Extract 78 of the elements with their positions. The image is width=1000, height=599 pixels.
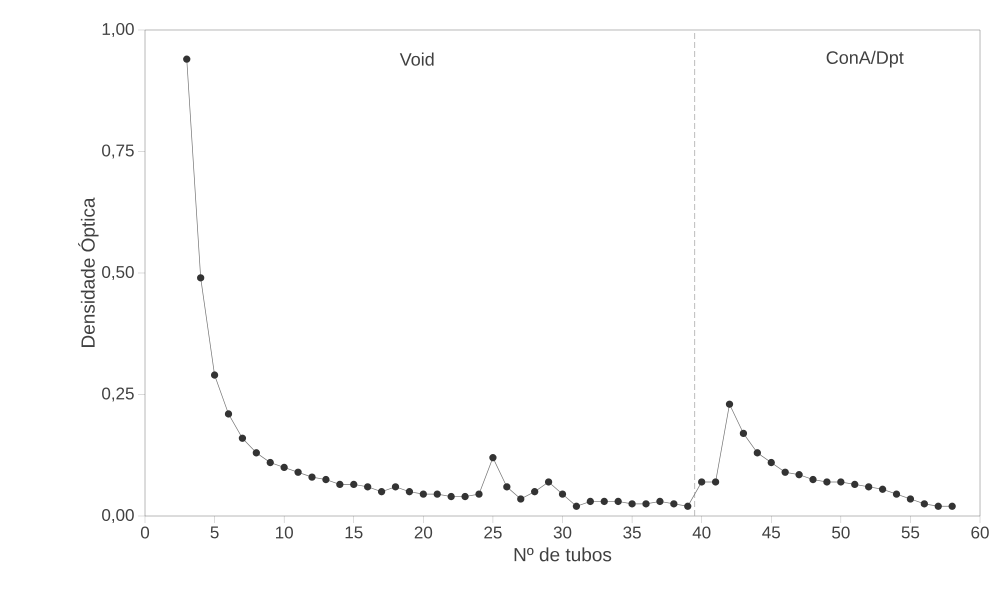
x-tick-label: 20 (414, 526, 432, 539)
point (252, 449, 260, 456)
point (224, 410, 232, 418)
x-tick-label: 0 (140, 526, 150, 539)
point (461, 492, 469, 500)
point (183, 56, 190, 63)
x-tick-label: 10 (276, 526, 293, 539)
point (210, 371, 218, 379)
x-tick-label: 25 (484, 526, 502, 539)
point (503, 483, 510, 490)
x-tick-label: 40 (692, 526, 710, 539)
x-tick-label: 55 (902, 526, 920, 538)
x-tick-label: 5 (210, 526, 219, 538)
point (336, 480, 344, 488)
point (280, 464, 288, 472)
point (656, 498, 664, 506)
point (238, 434, 246, 442)
point (948, 502, 956, 510)
point (712, 478, 720, 486)
x-tick-label: 15 (346, 526, 362, 538)
point (698, 478, 706, 486)
point (378, 488, 386, 496)
point (782, 468, 789, 476)
point (809, 476, 817, 484)
point (726, 400, 734, 408)
point (531, 488, 538, 496)
x-tick-label: 45 (762, 526, 780, 538)
annotation: Void (400, 52, 434, 66)
point (308, 473, 316, 481)
y-tick-label: 0,50 (102, 266, 134, 280)
point (628, 500, 636, 508)
point (892, 490, 900, 498)
point (544, 478, 552, 486)
point (572, 502, 580, 510)
x-axis-title: Nº de tubos (514, 547, 612, 562)
point (448, 492, 455, 500)
point (600, 498, 608, 506)
x-tick-label: 50 (832, 526, 850, 539)
point (489, 454, 497, 462)
annotation: ConA/Dpt (826, 50, 904, 68)
x-tick-label: 30 (554, 526, 572, 539)
point (322, 476, 330, 484)
point (837, 478, 844, 486)
point (934, 502, 942, 510)
point (406, 488, 414, 496)
point (614, 498, 622, 506)
point (795, 471, 803, 478)
point (350, 480, 358, 488)
point (266, 458, 274, 466)
point (420, 490, 427, 498)
y-tick-label: 0,00 (102, 508, 134, 524)
point (740, 430, 748, 438)
point (364, 483, 372, 490)
point (197, 274, 204, 282)
point (517, 495, 524, 503)
point (878, 486, 886, 493)
x-tick-label: 60 (971, 526, 989, 539)
point (392, 483, 400, 490)
point (294, 468, 302, 476)
point (586, 498, 594, 506)
point (920, 500, 928, 508)
point (670, 500, 678, 508)
y-tick-label: 1,00 (102, 22, 134, 38)
y-tick-label: 0,75 (102, 144, 134, 159)
point (754, 449, 761, 456)
point (906, 495, 914, 503)
point (434, 490, 441, 498)
point (475, 490, 483, 498)
point (768, 458, 775, 466)
point (558, 490, 566, 498)
x-tick-label: 35 (623, 526, 641, 539)
point (684, 502, 692, 510)
y-axis-title: Densidade Óptica (78, 198, 99, 347)
point (851, 480, 858, 488)
point (642, 500, 650, 508)
point (823, 478, 831, 486)
point (865, 483, 872, 490)
y-tick-label: 0,25 (102, 387, 134, 402)
